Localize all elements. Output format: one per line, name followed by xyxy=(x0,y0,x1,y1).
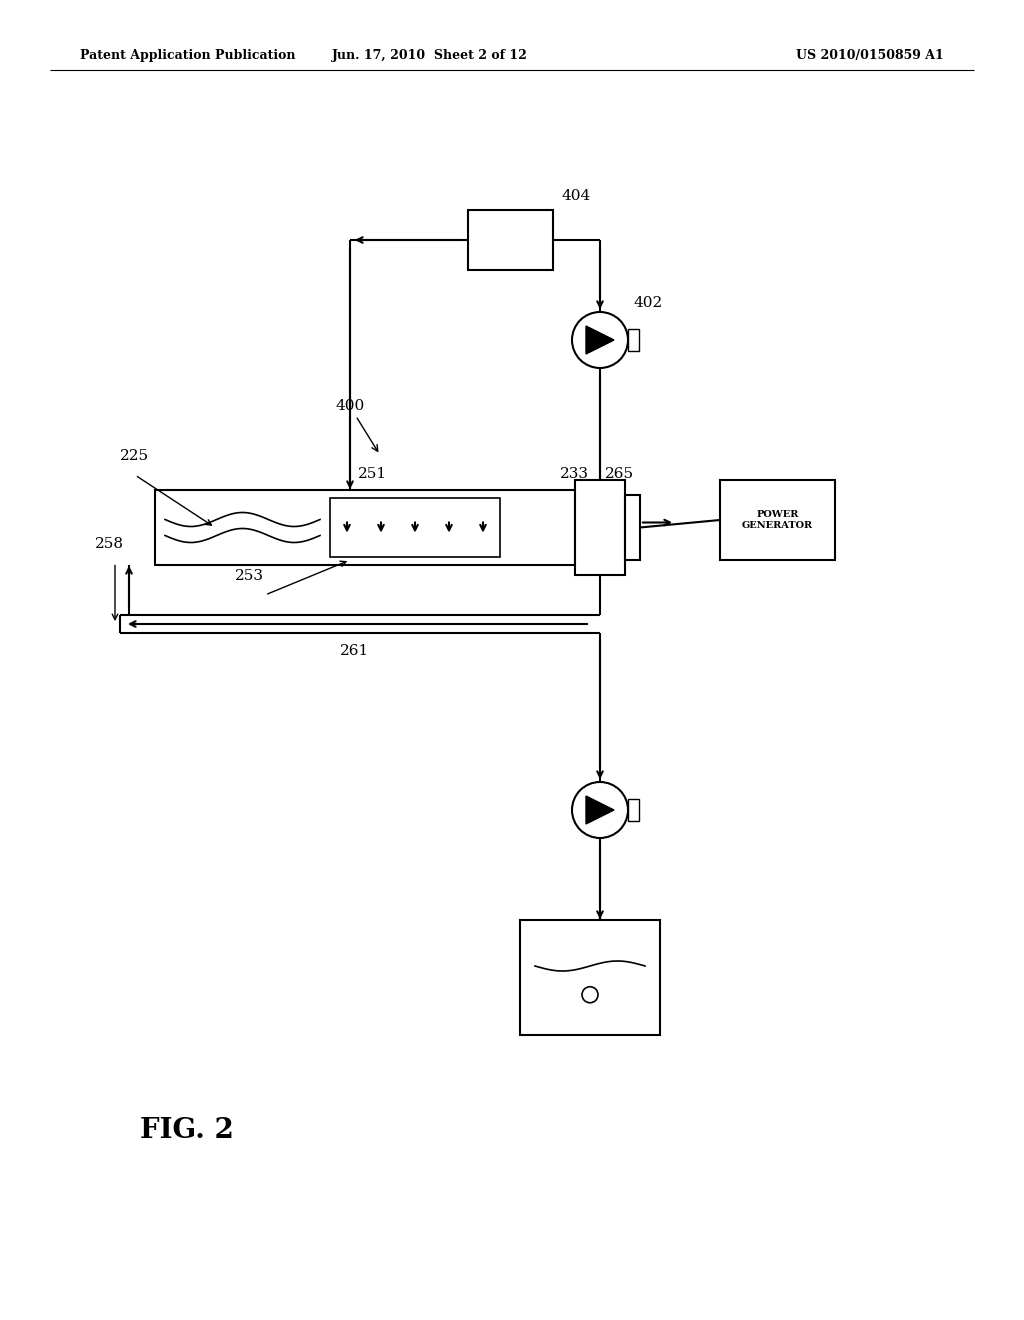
Bar xyxy=(628,799,639,821)
Bar xyxy=(330,498,500,557)
Text: 265: 265 xyxy=(605,467,634,480)
Text: POWER
GENERATOR: POWER GENERATOR xyxy=(742,511,813,529)
Text: 400: 400 xyxy=(335,399,378,451)
Text: 402: 402 xyxy=(633,296,663,310)
Bar xyxy=(625,495,640,560)
Text: US 2010/0150859 A1: US 2010/0150859 A1 xyxy=(796,49,944,62)
Text: 251: 251 xyxy=(358,467,387,480)
Text: Patent Application Publication: Patent Application Publication xyxy=(80,49,296,62)
Bar xyxy=(720,480,835,560)
Bar xyxy=(575,480,625,576)
Polygon shape xyxy=(586,326,614,354)
Text: 258: 258 xyxy=(95,536,124,550)
Text: 225: 225 xyxy=(120,449,150,463)
Bar xyxy=(520,920,660,1035)
Text: 253: 253 xyxy=(234,569,264,583)
Text: Jun. 17, 2010  Sheet 2 of 12: Jun. 17, 2010 Sheet 2 of 12 xyxy=(332,49,528,62)
Circle shape xyxy=(572,781,628,838)
Text: 261: 261 xyxy=(340,644,370,657)
Polygon shape xyxy=(586,796,614,824)
Text: 404: 404 xyxy=(561,189,590,203)
Circle shape xyxy=(582,987,598,1003)
Circle shape xyxy=(572,312,628,368)
Bar xyxy=(468,210,553,271)
Bar xyxy=(628,329,639,351)
Text: 233: 233 xyxy=(560,467,589,480)
Bar xyxy=(155,490,575,565)
Text: FIG. 2: FIG. 2 xyxy=(140,1117,233,1143)
